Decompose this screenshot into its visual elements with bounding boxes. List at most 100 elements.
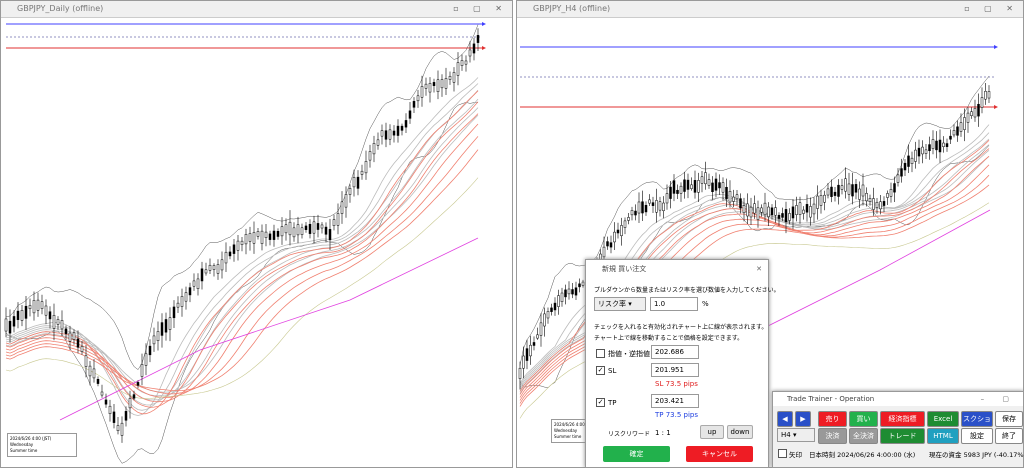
candle-body	[952, 130, 956, 136]
amount-input[interactable]: 1.0	[650, 297, 698, 311]
info-text: Summer time	[10, 448, 38, 453]
candle-body	[268, 233, 272, 240]
cancel-button[interactable]: キャンセル	[686, 446, 753, 462]
candle-body	[236, 240, 240, 251]
mode-select[interactable]: リスク率 ▾	[594, 297, 646, 311]
trainer-button[interactable]: 保存	[995, 411, 1023, 427]
candle-body	[518, 367, 522, 379]
info-text: 2024/6/26 4:00 (JST)	[554, 422, 596, 427]
candle-body	[448, 75, 452, 80]
candle-body	[64, 328, 68, 334]
candle-body	[987, 91, 991, 99]
candle-body	[672, 180, 676, 194]
candle-body	[718, 182, 721, 189]
trainer-button[interactable]: ◀	[777, 411, 793, 427]
candle-body	[112, 411, 116, 423]
candle-body	[8, 320, 12, 334]
trainer-button[interactable]: Excel	[927, 411, 959, 427]
trainer-button[interactable]: 買い	[849, 411, 878, 427]
candle-body	[522, 355, 525, 369]
candle-body	[697, 180, 700, 193]
candle-body	[655, 200, 658, 213]
up-button[interactable]: up	[700, 425, 724, 439]
candle-body	[148, 345, 152, 356]
tp-checkbox[interactable]: ✓	[596, 398, 605, 407]
candle-body	[693, 180, 697, 193]
candle-body	[156, 331, 160, 341]
candle-body	[132, 394, 136, 399]
ma-gray	[5, 107, 479, 397]
trainer-button[interactable]: 経済指標	[880, 411, 925, 427]
trainer-title: Trade Trainer - Operation	[787, 395, 875, 403]
candle-body	[56, 319, 60, 325]
down-button[interactable]: down	[727, 425, 753, 439]
info-text: Summer time	[554, 434, 582, 439]
candle-body	[777, 214, 781, 219]
window-title: GBPJPY_Daily (offline)	[17, 4, 104, 13]
candle-body	[858, 188, 861, 200]
candle-body	[865, 193, 868, 202]
candle-body	[200, 268, 204, 282]
candle-body	[959, 122, 963, 132]
limit-label: 指値・逆指値	[608, 350, 650, 358]
candle-body	[875, 201, 879, 208]
candle-body	[228, 251, 232, 257]
candle-body	[128, 398, 132, 409]
candle-body	[428, 83, 432, 93]
close-button[interactable]: ✕	[756, 265, 762, 273]
candle-body	[896, 174, 900, 183]
trainer-button[interactable]: 全決済	[849, 428, 878, 444]
candle-body	[416, 95, 420, 102]
candle-body	[264, 231, 268, 238]
candle-body	[665, 193, 669, 204]
candle-body	[550, 307, 553, 312]
limit-checkbox[interactable]	[596, 349, 605, 358]
level-arrow	[994, 105, 998, 109]
candle-body	[28, 305, 32, 310]
arrow-checkbox[interactable]	[778, 449, 787, 458]
note: チャート上で線を移動することで価格を設定できます。	[594, 335, 744, 342]
trainer-button[interactable]: 売り	[818, 411, 847, 427]
candle-body	[208, 264, 212, 271]
timeframe-select[interactable]: H4 ▾	[777, 428, 815, 442]
trainer-window: Trade Trainer - Operation – ▢ H4 ▾ 矢印 日本時…	[772, 391, 1024, 468]
ma-long	[5, 177, 479, 399]
candle-body	[344, 194, 348, 208]
confirm-button[interactable]: 確定	[603, 446, 670, 462]
candle-body	[424, 83, 428, 89]
candle-body	[676, 189, 679, 194]
sl-label: SL	[608, 367, 617, 375]
sl-input[interactable]: 201.951	[651, 363, 699, 377]
candle-body	[924, 149, 928, 154]
candle-body	[683, 179, 686, 192]
candle-body	[84, 355, 88, 367]
candle-body	[184, 292, 188, 302]
tp-input[interactable]: 203.421	[651, 394, 699, 408]
trainer-button[interactable]: 終了	[995, 428, 1023, 444]
trainer-button[interactable]: HTML	[927, 428, 959, 444]
candle-body	[260, 230, 264, 244]
candle-body	[557, 295, 560, 307]
candle-body	[784, 209, 788, 223]
candle-body	[669, 186, 672, 199]
trainer-button[interactable]: ▶	[795, 411, 811, 427]
candle-body	[798, 202, 802, 215]
candle-body	[791, 206, 795, 219]
candle-body	[532, 342, 536, 346]
candle-body	[917, 147, 921, 157]
candle-body	[324, 226, 328, 235]
trainer-button[interactable]: トレード	[880, 428, 925, 444]
candle-body	[872, 198, 875, 210]
candle-body	[368, 151, 372, 161]
candle-body	[886, 193, 889, 198]
candle-body	[476, 35, 480, 43]
trainer-button[interactable]: スクショ	[961, 411, 993, 427]
trainer-titlebar: Trade Trainer - Operation – ▢	[773, 392, 1023, 406]
candle-body	[104, 399, 108, 405]
trainer-button[interactable]: 設定	[961, 428, 993, 444]
sl-checkbox[interactable]: ✓	[596, 366, 605, 375]
limit-input[interactable]: 202.686	[651, 345, 699, 359]
trainer-button[interactable]: 決済	[818, 428, 847, 444]
instruction: プルダウンから数量またはリスク率を選び数値を入力してください。	[594, 287, 780, 294]
ma-red	[5, 101, 479, 408]
